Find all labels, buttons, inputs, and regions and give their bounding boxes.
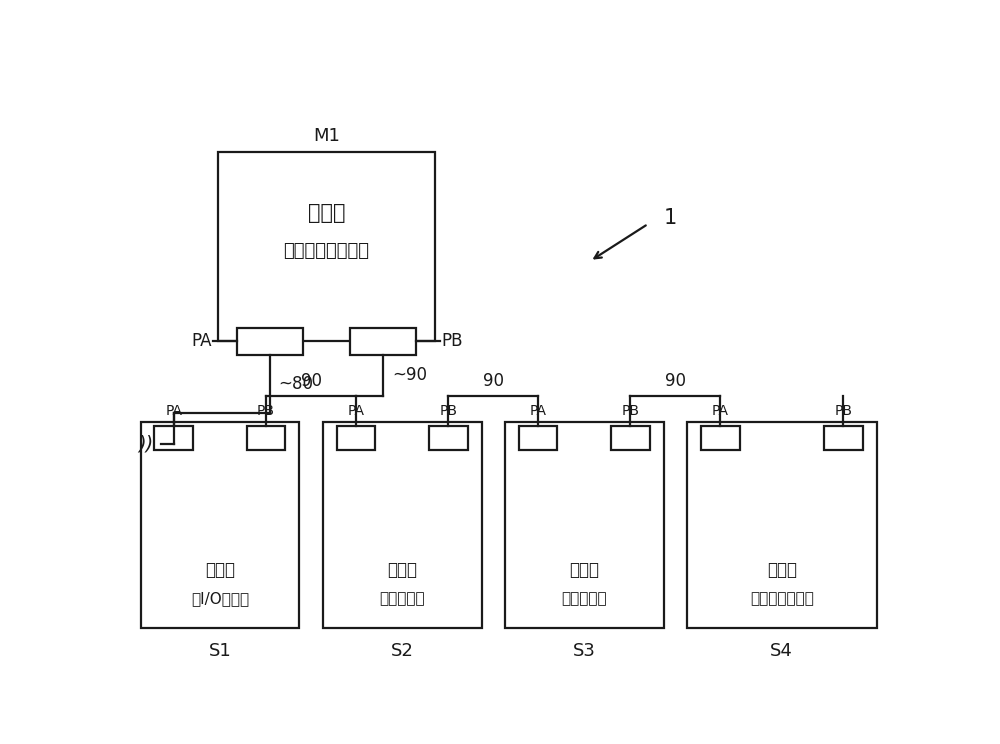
Bar	[237, 327, 303, 355]
Text: （转矩传感器）: （转矩传感器）	[750, 591, 814, 606]
Text: ~90: ~90	[392, 367, 427, 385]
Text: )): ))	[138, 435, 154, 454]
Text: S1: S1	[209, 642, 231, 660]
Text: PA: PA	[712, 404, 729, 418]
Text: 90: 90	[483, 372, 504, 390]
Bar	[323, 422, 482, 628]
Text: 从设备: 从设备	[767, 561, 797, 579]
Text: PA: PA	[530, 404, 547, 418]
Text: 从设备: 从设备	[205, 561, 235, 579]
Text: 主装置: 主装置	[308, 203, 345, 222]
Text: （马达控制装置）: （马达控制装置）	[284, 242, 370, 260]
Text: PB: PB	[621, 404, 639, 418]
Text: S2: S2	[391, 642, 414, 660]
Text: PB: PB	[834, 404, 852, 418]
Text: PA: PA	[347, 404, 364, 418]
Text: 从设备: 从设备	[569, 561, 599, 579]
Bar	[824, 426, 863, 450]
Text: PA: PA	[191, 333, 212, 350]
Text: M1: M1	[313, 127, 340, 145]
Bar	[154, 426, 193, 450]
Text: PA: PA	[165, 404, 182, 418]
Text: （编码器）: （编码器）	[561, 591, 607, 606]
Bar	[218, 153, 435, 341]
Bar	[337, 426, 375, 450]
Bar	[247, 426, 285, 450]
Bar	[701, 426, 740, 450]
Bar	[611, 426, 650, 450]
Text: PB: PB	[439, 404, 457, 418]
Bar	[519, 426, 557, 450]
Text: 从设备: 从设备	[387, 561, 417, 579]
Bar	[140, 422, 299, 628]
Bar	[687, 422, 877, 628]
Text: 90: 90	[665, 372, 686, 390]
Text: PB: PB	[441, 333, 463, 350]
Text: S4: S4	[770, 642, 793, 660]
Text: （编码器）: （编码器）	[379, 591, 425, 606]
Text: 90: 90	[300, 372, 322, 390]
Text: （I/O设备）: （I/O设备）	[191, 591, 249, 606]
Text: ~80: ~80	[278, 375, 313, 393]
Text: 1: 1	[664, 208, 677, 228]
Text: S3: S3	[573, 642, 596, 660]
Bar	[429, 426, 468, 450]
Bar	[350, 327, 416, 355]
Bar	[505, 422, 664, 628]
Text: PB: PB	[257, 404, 275, 418]
